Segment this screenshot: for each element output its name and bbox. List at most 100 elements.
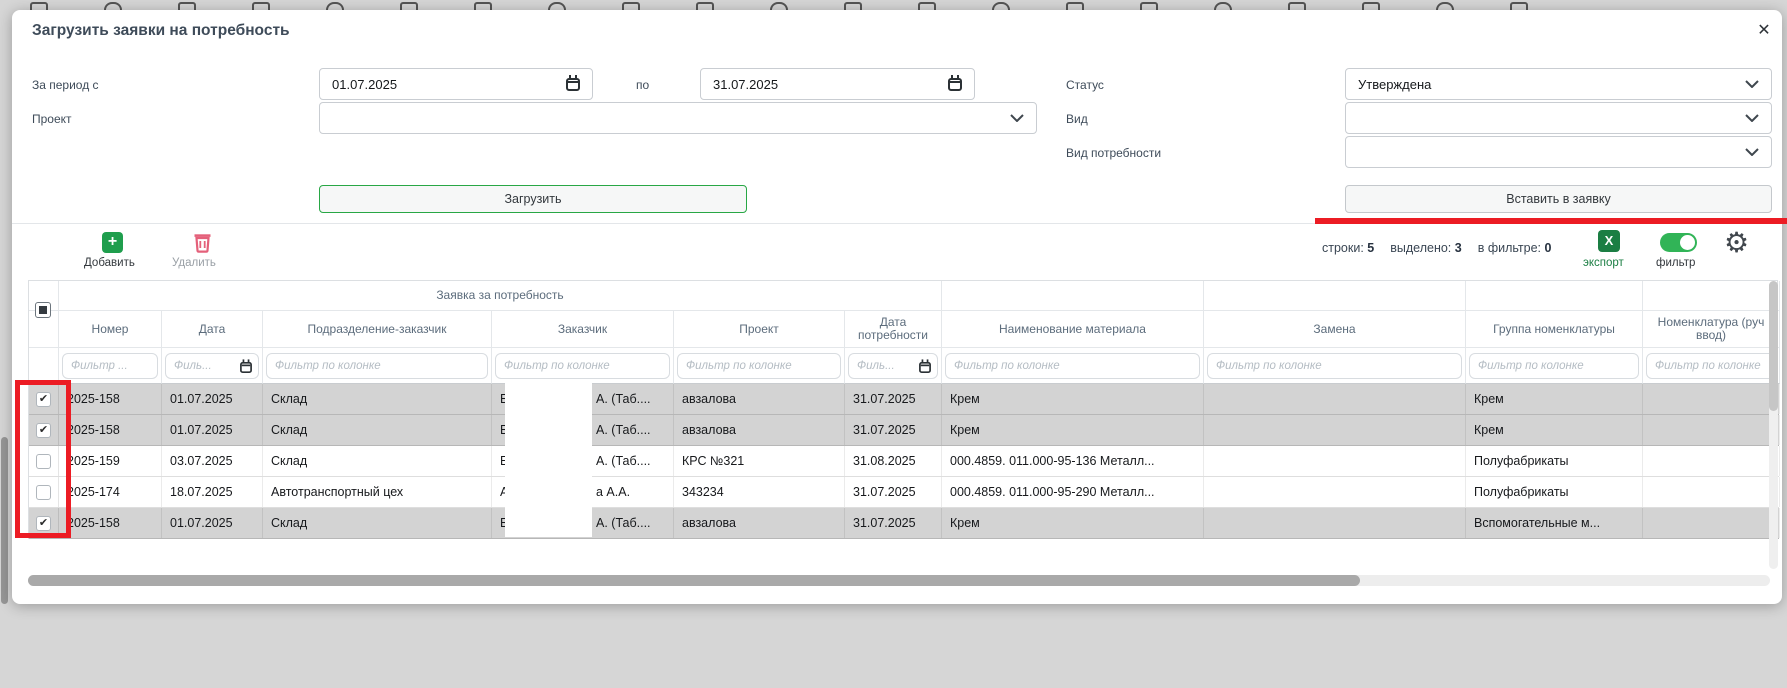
filter-input-nomenklatura[interactable]	[1646, 353, 1776, 379]
cell-nomer: 2025-158	[59, 384, 162, 414]
divider	[12, 223, 1782, 224]
background-toolbar-icon	[474, 2, 492, 10]
row-checkbox-cell	[29, 446, 59, 476]
date-from-input[interactable]: 01.07.2025	[319, 68, 593, 100]
insert-into-request-button[interactable]: Вставить в заявку	[1345, 185, 1772, 213]
calendar-icon[interactable]	[240, 359, 252, 374]
cell-gruppa: Крем	[1466, 384, 1643, 414]
filter-cell-data_potr	[845, 348, 942, 384]
cell-zamena	[1204, 508, 1466, 538]
cell-data: 01.07.2025	[162, 415, 263, 445]
column-header-naimenovanie[interactable]: Наименование материала	[942, 311, 1204, 348]
add-button[interactable]: Добавить	[84, 257, 135, 269]
cell-podr: Склад	[263, 508, 492, 538]
cell-naimenovanie: Крем	[942, 415, 1204, 445]
column-header-check[interactable]	[29, 311, 59, 348]
column-header-proekt[interactable]: Проект	[674, 311, 845, 348]
column-header-gruppa[interactable]: Группа номенклатуры	[1466, 311, 1643, 348]
date-to-input[interactable]: 31.07.2025	[700, 68, 975, 100]
column-header-podr[interactable]: Подразделение-заказчик	[263, 311, 492, 348]
cell-naimenovanie: 000.4859. 011.000-95-136 Металл...	[942, 446, 1204, 476]
column-header-data_potr[interactable]: Дата потребности	[845, 311, 942, 348]
table-vertical-scrollbar[interactable]	[1769, 281, 1778, 569]
background-toolbar-icon	[252, 2, 270, 10]
load-button[interactable]: Загрузить	[319, 185, 747, 213]
cell-nomer: 2025-158	[59, 508, 162, 538]
filter-input-zakazchik[interactable]	[495, 353, 670, 379]
project-select[interactable]	[319, 102, 1037, 134]
cell-naimenovanie: Крем	[942, 384, 1204, 414]
row-checkbox[interactable]: ✔	[36, 515, 51, 531]
cell-gruppa: Полуфабрикаты	[1466, 477, 1643, 507]
gear-icon[interactable]: ⚙	[1724, 227, 1750, 258]
background-toolbar-icon	[696, 2, 714, 10]
table-horizontal-scrollbar-thumb[interactable]	[28, 575, 1360, 586]
column-header-zakazchik[interactable]: Заказчик	[492, 311, 674, 348]
background-toolbar-icon	[918, 2, 936, 10]
group-empty-cell	[1643, 281, 1780, 311]
column-header-zamena[interactable]: Замена	[1204, 311, 1466, 348]
annotation-red-line	[1315, 218, 1787, 224]
filter-cell-podr	[263, 348, 492, 384]
row-checkbox[interactable]: ✔	[36, 391, 51, 407]
excel-export-icon[interactable]: X	[1598, 230, 1620, 252]
filter-input-zamena[interactable]	[1207, 353, 1462, 379]
filter-input-nomer[interactable]	[62, 353, 158, 379]
delete-button[interactable]: Удалить	[172, 257, 216, 269]
background-toolbar-icon	[548, 2, 566, 10]
filter-cell-naimenovanie	[942, 348, 1204, 384]
annotation-red-box	[15, 380, 71, 538]
filter-cell-nomer	[59, 348, 162, 384]
filter-toggle[interactable]	[1660, 233, 1697, 252]
background-toolbar-icon	[326, 2, 344, 10]
cell-nomenklatura	[1643, 446, 1780, 476]
in-filter-counter: в фильтре: 0	[1477, 241, 1552, 255]
cell-data: 01.07.2025	[162, 508, 263, 538]
cell-naimenovanie: Крем	[942, 508, 1204, 538]
filter-input-gruppa[interactable]	[1469, 353, 1639, 379]
row-checkbox[interactable]	[36, 484, 51, 500]
chevron-down-icon	[1010, 114, 1024, 122]
background-toolbar-icon	[844, 2, 862, 10]
select-all-checkbox[interactable]	[35, 302, 51, 318]
filter-toggle-label: фильтр	[1656, 257, 1696, 269]
calendar-icon[interactable]	[566, 74, 580, 91]
row-checkbox-cell: ✔	[29, 508, 59, 538]
filter-input-proekt[interactable]	[677, 353, 841, 379]
column-header-nomenklatura[interactable]: Номенклатура (руч ввод)	[1643, 311, 1780, 348]
cell-zamena	[1204, 446, 1466, 476]
cell-proekt: КРС №321	[674, 446, 845, 476]
chevron-down-icon	[1745, 114, 1759, 122]
kind-select[interactable]	[1345, 102, 1772, 134]
calendar-icon[interactable]	[948, 74, 962, 91]
delete-trash-icon[interactable]	[193, 232, 212, 253]
calendar-icon[interactable]	[919, 359, 931, 374]
cell-zamena	[1204, 384, 1466, 414]
row-checkbox[interactable]: ✔	[36, 422, 51, 438]
project-label: Проект	[32, 112, 72, 126]
need-kind-select[interactable]	[1345, 136, 1772, 168]
filter-input-naimenovanie[interactable]	[945, 353, 1200, 379]
status-select[interactable]: Утверждена	[1345, 68, 1772, 100]
filter-input-podr[interactable]	[266, 353, 488, 379]
add-icon[interactable]: +	[102, 232, 123, 253]
status-value: Утверждена	[1358, 76, 1432, 92]
page-vertical-scrollbar-thumb[interactable]	[1, 437, 8, 604]
row-checkbox[interactable]	[36, 453, 51, 469]
table-counters: строки: 5 выделено: 3 в фильтре: 0	[1322, 241, 1551, 255]
cell-proekt: авзалова	[674, 415, 845, 445]
date-from-value: 01.07.2025	[332, 76, 398, 92]
table-vertical-scrollbar-thumb[interactable]	[1769, 281, 1778, 411]
background-toolbar-icon	[770, 2, 788, 10]
table-row[interactable]: 2025-174 18.07.2025 Автотранспортный цех Аа…	[29, 477, 1780, 508]
cell-zakazchik: БА. (Таб....	[492, 446, 674, 476]
cell-nomenklatura	[1643, 477, 1780, 507]
column-header-data[interactable]: Дата	[162, 311, 263, 348]
export-label[interactable]: экспорт	[1583, 257, 1624, 269]
close-icon[interactable]: ✕	[1757, 22, 1771, 39]
column-header-nomer[interactable]: Номер	[59, 311, 162, 348]
